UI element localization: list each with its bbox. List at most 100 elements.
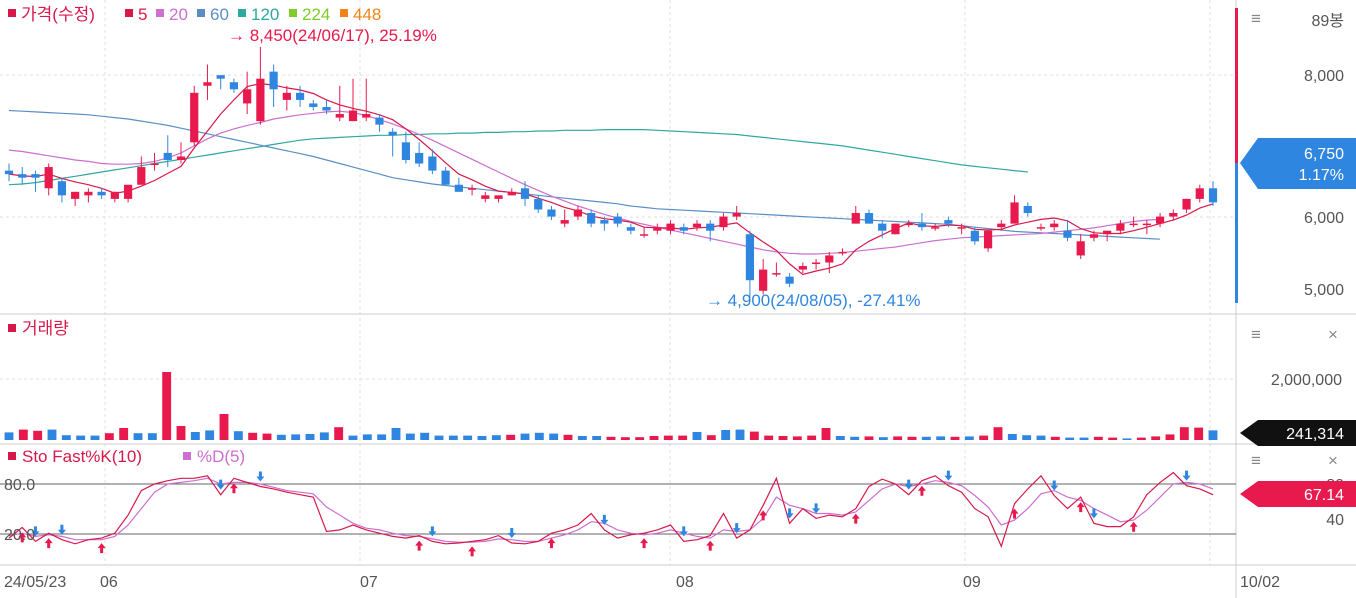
sell-arrow-icon [428,526,437,537]
current-volume: 241,314 [1286,426,1344,443]
candle [613,213,622,228]
candle [838,248,847,256]
sell-arrow-icon [600,514,609,525]
candle-body [520,188,530,199]
candle [639,227,649,238]
candle [1182,198,1191,214]
candle-body [745,234,755,281]
stoch-menu-icon[interactable]: ≡ [1251,451,1261,470]
volume-bar [592,436,602,440]
buy-arrow-icon [1010,508,1019,519]
candle-body [190,92,199,143]
volume-bar [735,429,745,440]
candle [732,205,741,221]
candle-body [983,230,993,249]
candle [851,205,860,224]
candle-body [203,82,212,86]
candle [772,262,781,277]
candle-body [957,227,966,229]
candle [706,220,715,242]
volume-close-icon[interactable]: × [1328,325,1338,344]
grid [0,0,1236,565]
volume-bar [506,434,516,440]
volume-bar [649,436,659,440]
candle [150,152,159,171]
volume-bars [4,372,1218,440]
candle-body [309,103,318,107]
volume-bar [635,437,645,440]
candle-body [653,227,662,231]
candle-body [931,227,940,229]
candle-body [84,191,93,196]
candle-body [560,220,569,224]
candle-body [18,174,27,178]
candle [44,163,53,196]
volume-bar [678,435,688,440]
volume-bar [1050,436,1060,440]
candle [719,213,728,231]
current-price-tag [1240,138,1356,189]
volume-bar [921,436,931,440]
price-tick-8000: 8,000 [1304,68,1344,85]
candle-body [997,223,1006,228]
candle-body [322,106,331,111]
candle [1169,209,1178,221]
candle-body [534,198,543,210]
candle-body [1169,213,1178,217]
buy-arrow-icon [1129,521,1138,532]
candle [335,85,344,122]
candle [243,71,252,115]
price-menu-icon[interactable]: ≡ [1251,9,1261,28]
buy-arrow-icon [547,538,556,549]
candle-body [864,213,874,224]
candle [983,230,993,252]
buy-arrow-icon [229,483,238,494]
candle-body [692,223,702,228]
volume-bar [334,427,344,440]
volume-menu-icon[interactable]: ≡ [1251,325,1261,344]
candle-body [1050,223,1059,228]
volume-bar [190,432,200,440]
volume-bar [1108,437,1118,440]
candle [679,223,688,235]
candle-body [706,223,715,231]
ma20-line [8,110,1161,255]
candle [957,223,966,235]
candle [1050,220,1059,231]
candle-body [904,223,913,226]
candle-body [917,223,927,228]
candle-body [1036,227,1046,229]
candle [295,85,305,107]
candle [441,167,450,185]
volume-bar [606,436,616,440]
buy-arrow-icon [97,543,106,554]
volume-bar [377,434,387,440]
volume-bar [319,432,329,440]
candle [401,131,411,164]
x-label-start: 24/05/23 [4,574,66,591]
candle [917,213,927,231]
price-range-bar-down [1235,163,1238,303]
candle [18,167,27,185]
candle [666,220,675,235]
volume-bar [964,436,974,440]
candle-body [970,230,979,242]
candle-body [375,117,384,125]
volume-bar [864,436,874,440]
volume-tick: 2,000,000 [1271,372,1342,389]
volume-bar [1151,436,1161,440]
candle-body [282,92,291,100]
candle [4,163,14,182]
candle [176,142,186,164]
volume-bar [749,431,759,440]
volume-bar [291,434,301,440]
volume-bar [262,433,272,440]
x-label-08: 08 [676,574,694,591]
candle [163,135,172,168]
candle-body [335,114,344,118]
volume-bar [33,430,43,440]
buy-arrow-icon [1076,502,1085,513]
candle [547,205,556,221]
stoch-close-icon[interactable]: × [1328,451,1338,470]
